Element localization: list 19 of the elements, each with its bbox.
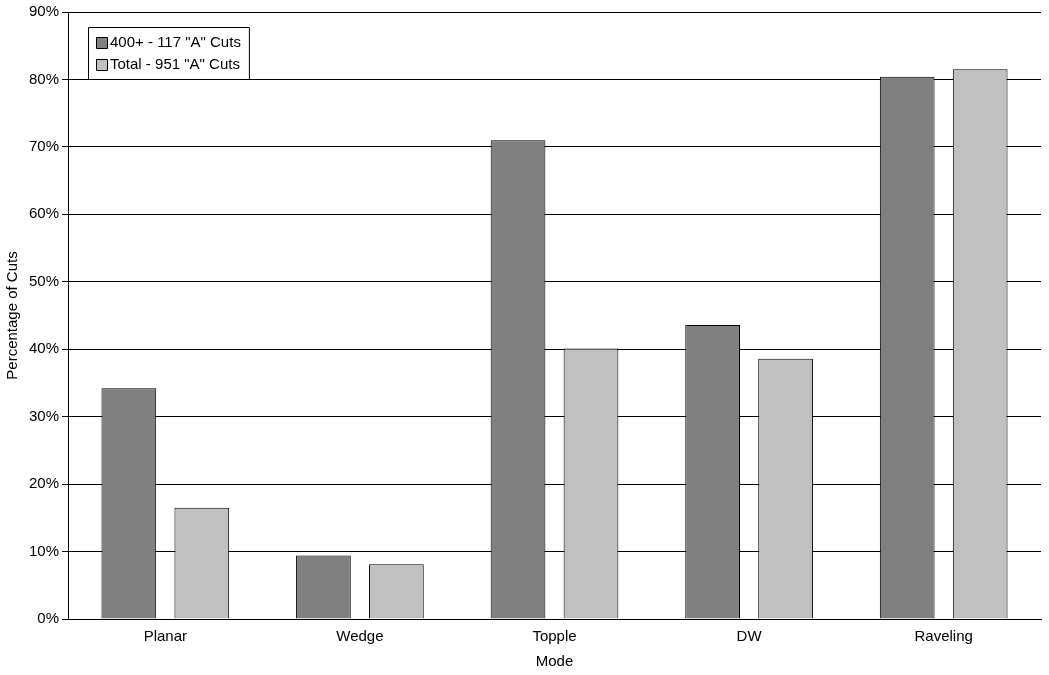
y-tick-label: 60%	[28, 204, 60, 222]
y-axis-title: Percentage of Cuts	[3, 251, 21, 380]
x-axis-title: Mode	[535, 652, 574, 670]
y-tick-label: 20%	[28, 474, 60, 492]
y-tick-label: 0%	[37, 609, 60, 627]
x-tick-label: Topple	[532, 627, 577, 645]
y-tick-label: 80%	[28, 69, 60, 87]
y-tick-label: 50%	[28, 271, 60, 289]
legend-label: Total - 951 "A" Cuts	[110, 55, 240, 73]
x-tick-label: DW	[736, 627, 763, 645]
y-tick-label: 90%	[28, 2, 60, 20]
y-tick-label: 30%	[28, 406, 60, 424]
x-tick-label: Planar	[143, 627, 187, 645]
y-tick-label: 70%	[28, 137, 60, 155]
x-tick-label: Raveling	[914, 627, 973, 645]
x-tick-label: Wedge	[336, 627, 384, 645]
legend-label: 400+ - 117 "A" Cuts	[110, 33, 241, 51]
y-tick-label: 10%	[28, 541, 60, 559]
y-tick-label: 40%	[28, 339, 60, 357]
